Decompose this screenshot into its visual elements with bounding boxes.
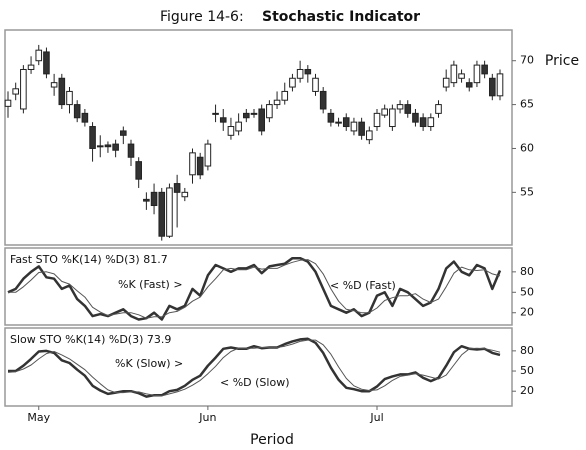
candle-body bbox=[289, 77, 296, 88]
y-tick-label: 20 bbox=[520, 306, 534, 319]
candle-body bbox=[366, 130, 373, 141]
candle-body bbox=[319, 90, 327, 110]
candle-body bbox=[335, 121, 342, 124]
stochastic-line bbox=[7, 256, 502, 321]
panel-label: Slow STO %K(14) %D(3) 73.9 bbox=[10, 333, 171, 346]
x-axis-label: Period bbox=[250, 432, 294, 448]
annotation: < %D (Fast) bbox=[330, 279, 396, 292]
candle-body bbox=[35, 49, 43, 62]
candle-body bbox=[419, 117, 427, 128]
candle-body bbox=[50, 82, 58, 88]
annotation: %K (Fast) > bbox=[118, 278, 183, 291]
candle-body bbox=[112, 143, 119, 151]
candle-body bbox=[389, 108, 396, 128]
candle-body bbox=[127, 143, 135, 158]
x-tick-label: Jun bbox=[198, 411, 216, 424]
y-tick-label: 20 bbox=[520, 384, 534, 397]
candle-body bbox=[304, 68, 312, 75]
x-tick-label: May bbox=[27, 411, 50, 424]
candle-body bbox=[96, 145, 104, 148]
y-tick-label: 50 bbox=[520, 285, 534, 298]
candle-body bbox=[412, 112, 419, 123]
candle-body bbox=[4, 99, 12, 107]
candle-body bbox=[173, 183, 181, 193]
stochastic-line bbox=[7, 339, 501, 397]
figure-label: Figure 14-6: bbox=[160, 9, 244, 25]
candle-body bbox=[442, 77, 450, 88]
candle-body bbox=[150, 191, 158, 207]
candle-body bbox=[373, 112, 381, 128]
candle-body bbox=[342, 117, 350, 128]
candle-body bbox=[58, 77, 66, 106]
candle-body bbox=[458, 73, 465, 79]
candle-body bbox=[89, 126, 96, 149]
candle-body bbox=[396, 104, 404, 110]
candle-body bbox=[20, 68, 27, 110]
candle-body bbox=[496, 73, 504, 97]
candle-body bbox=[327, 112, 335, 123]
candle-body bbox=[196, 156, 204, 176]
candle-body bbox=[135, 161, 142, 180]
candle-body bbox=[204, 143, 212, 167]
candle-body bbox=[281, 90, 289, 101]
y-tick-label: 65 bbox=[520, 98, 534, 111]
candle-body bbox=[66, 90, 73, 106]
candle-body bbox=[27, 64, 35, 70]
candle-body bbox=[212, 112, 219, 115]
candle-body bbox=[158, 191, 166, 237]
candle-body bbox=[358, 121, 365, 136]
candle-body bbox=[181, 191, 189, 198]
panel-frame bbox=[4, 247, 513, 326]
candle-body bbox=[273, 99, 281, 106]
candle-body bbox=[219, 117, 227, 123]
candle-body bbox=[166, 187, 173, 237]
panel-frame bbox=[4, 29, 513, 246]
candle-body bbox=[227, 126, 235, 136]
y-tick-label: 80 bbox=[520, 344, 534, 357]
y-tick-label: 80 bbox=[520, 265, 534, 278]
candle-body bbox=[296, 68, 304, 79]
y-tick-label: 55 bbox=[520, 185, 534, 198]
candle-body bbox=[473, 64, 481, 84]
candle-body bbox=[350, 121, 358, 132]
candle-body bbox=[489, 77, 496, 97]
candle-body bbox=[43, 51, 50, 75]
y-tick-label: 50 bbox=[520, 364, 534, 377]
candle-body bbox=[143, 198, 150, 202]
candle-body bbox=[481, 64, 488, 75]
candle-body bbox=[404, 104, 412, 114]
x-tick-label: Jul bbox=[369, 411, 383, 424]
candle-body bbox=[258, 108, 265, 132]
candle-body bbox=[243, 112, 250, 119]
candle-body bbox=[12, 88, 19, 95]
y-tick-label: 70 bbox=[520, 54, 534, 67]
y-tick-label: 60 bbox=[520, 141, 534, 154]
candle-body bbox=[435, 104, 442, 114]
panel-frame bbox=[4, 327, 513, 407]
candle-body bbox=[312, 77, 319, 92]
panel-label: Fast STO %K(14) %D(3) 81.7 bbox=[10, 253, 168, 266]
annotation: < %D (Slow) bbox=[220, 376, 289, 389]
candle-body bbox=[120, 130, 127, 136]
candle-body bbox=[81, 112, 89, 123]
candle-body bbox=[189, 152, 196, 176]
y-axis-label: Price bbox=[545, 53, 579, 69]
chart-title: Stochastic Indicator bbox=[262, 9, 420, 25]
candle-body bbox=[381, 108, 388, 116]
candle-body bbox=[266, 104, 273, 119]
candle-body bbox=[427, 117, 435, 128]
candle-body bbox=[450, 64, 458, 84]
candle-body bbox=[73, 104, 81, 119]
candle-body bbox=[104, 144, 112, 148]
candle-body bbox=[250, 112, 258, 115]
annotation: %K (Slow) > bbox=[115, 357, 183, 370]
candle-body bbox=[465, 82, 473, 88]
candle-body bbox=[235, 121, 242, 132]
stochastic-line bbox=[8, 259, 501, 319]
